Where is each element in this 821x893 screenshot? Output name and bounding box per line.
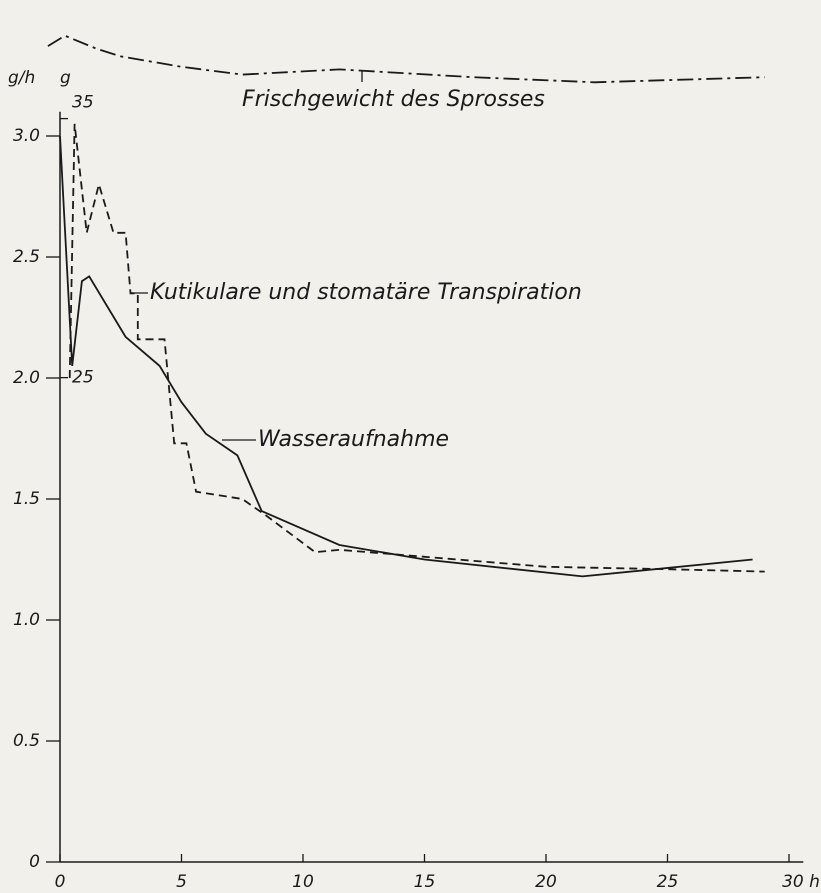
x-tick-label: 15: [414, 872, 436, 892]
series-line: [47, 34, 765, 84]
y-tick-label: 1.5: [13, 489, 40, 509]
y2-axis-label: g: [60, 68, 71, 88]
y-axis-label: g/h: [8, 68, 35, 88]
x-tick-label: 0: [55, 872, 66, 892]
x-tick-label: 25: [657, 872, 679, 892]
y-tick-label: 0: [29, 852, 40, 872]
y-tick-label: 2.5: [13, 247, 40, 267]
series-line: [68, 123, 765, 573]
x-tick-label: 5: [176, 872, 187, 892]
x-tick-label: 20: [535, 872, 557, 892]
y2-tick-label: 25: [72, 368, 94, 388]
x-tick-label: 30 h: [782, 872, 820, 892]
series-label: Frischgewicht des Sprosses: [242, 87, 545, 112]
y-tick-label: 2.0: [13, 368, 40, 388]
y-tick-label: 3.0: [13, 126, 40, 146]
series-line: [59, 135, 753, 578]
y-tick-label: 1.0: [13, 610, 40, 630]
y-tick-label: 0.5: [13, 731, 40, 751]
series-label: Kutikulare und stomatäre Transpiration: [150, 280, 582, 305]
y2-tick-label: 35: [72, 93, 94, 113]
series-label: Wasseraufnahme: [258, 427, 449, 452]
x-tick-label: 10: [292, 872, 314, 892]
